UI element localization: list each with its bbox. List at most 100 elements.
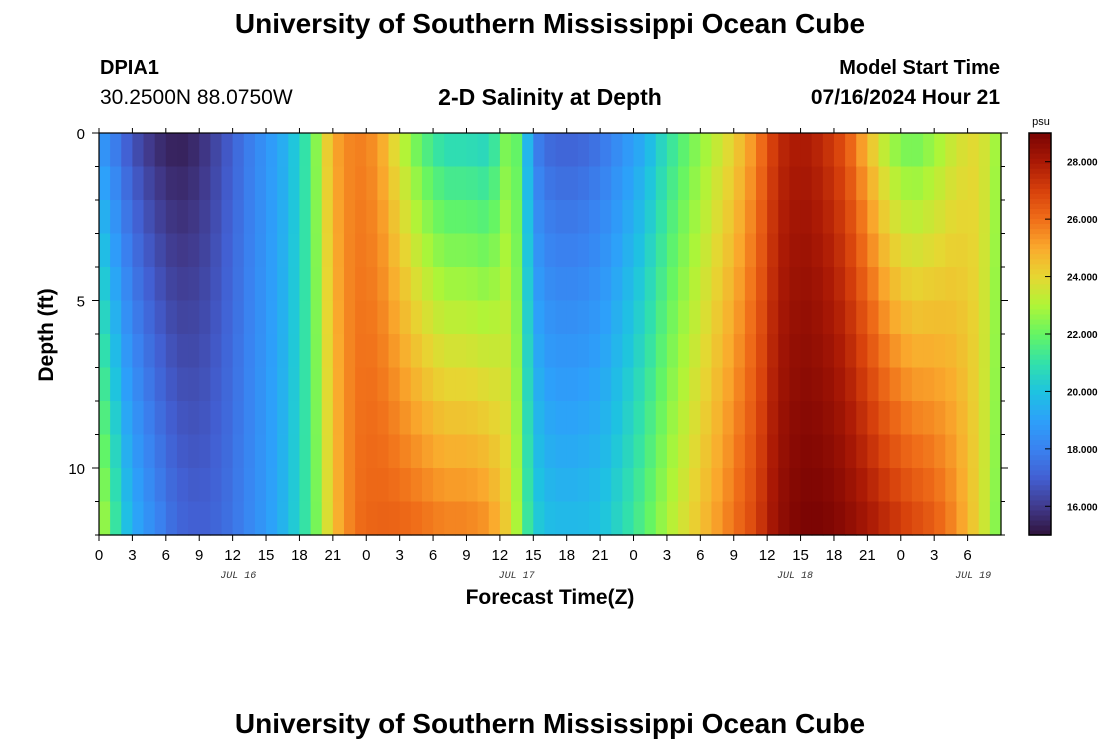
- heatmap-cell: [889, 300, 902, 335]
- heatmap-cell: [600, 200, 612, 235]
- heatmap-cell: [967, 434, 980, 469]
- heatmap-cell: [310, 334, 323, 369]
- heatmap-cell: [132, 233, 145, 268]
- heatmap-cell: [978, 434, 991, 469]
- heatmap-cell: [767, 367, 779, 402]
- heatmap-cell: [110, 166, 122, 201]
- heatmap-cell: [655, 233, 668, 268]
- heatmap-cell: [833, 468, 846, 503]
- heatmap-cell: [366, 166, 378, 201]
- heatmap-cell: [522, 434, 534, 469]
- heatmap-cell: [310, 233, 323, 268]
- heatmap-cell: [566, 367, 579, 402]
- heatmap-cell: [143, 434, 156, 469]
- heatmap-cell: [822, 267, 835, 302]
- heatmap-cell: [945, 267, 958, 302]
- heatmap-cell: [711, 300, 724, 335]
- heatmap-cell: [555, 367, 568, 402]
- heatmap-cell: [744, 367, 757, 402]
- heatmap-cell: [199, 200, 211, 235]
- heatmap-cell: [466, 468, 479, 503]
- heatmap-cell: [577, 267, 590, 302]
- heatmap-cell: [566, 200, 579, 235]
- heatmap-cell: [455, 166, 468, 201]
- x-tick-label: 12: [492, 547, 509, 564]
- colorbar-segment: [1029, 163, 1051, 169]
- heatmap-cell: [99, 133, 111, 168]
- heatmap-cell: [711, 367, 724, 402]
- heatmap-cell: [967, 468, 980, 503]
- heatmap-cell: [143, 300, 156, 335]
- heatmap-cell: [299, 468, 312, 503]
- heatmap-cell: [188, 133, 200, 168]
- heatmap-cell: [288, 367, 301, 402]
- heatmap-cell: [633, 434, 646, 469]
- heatmap-cell: [343, 501, 356, 536]
- heatmap-cell: [588, 200, 601, 235]
- colorbar-segment: [1029, 278, 1051, 285]
- heatmap-cell: [923, 300, 935, 335]
- heatmap-cell: [544, 133, 557, 168]
- colorbar-segment: [1029, 253, 1051, 260]
- heatmap-cell: [678, 166, 690, 201]
- heatmap-cell: [99, 200, 111, 235]
- heatmap-cell: [499, 401, 512, 436]
- x-tick-label: 21: [592, 547, 609, 564]
- heatmap-cell: [343, 334, 356, 369]
- heatmap-cell: [99, 468, 111, 503]
- heatmap-cell: [644, 434, 657, 469]
- heatmap-cell: [900, 267, 913, 302]
- heatmap-cell: [444, 367, 456, 402]
- heatmap-cell: [978, 401, 991, 436]
- heatmap-cell: [466, 200, 479, 235]
- heatmap-cell: [488, 133, 501, 168]
- heatmap-cell: [611, 401, 623, 436]
- heatmap-cell: [822, 166, 835, 201]
- colorbar-segment: [1029, 188, 1051, 194]
- heatmap-cell: [533, 401, 546, 436]
- heatmap-cell: [566, 401, 579, 436]
- heatmap-cell: [499, 367, 512, 402]
- heatmap-cell: [99, 267, 111, 302]
- heatmap-cell: [789, 401, 802, 436]
- heatmap-cell: [611, 434, 623, 469]
- heatmap-cell: [243, 501, 256, 536]
- x-axis-label: Forecast Time(Z): [466, 586, 635, 609]
- heatmap-cell: [199, 468, 211, 503]
- heatmap-cell: [577, 133, 590, 168]
- heatmap-cell: [956, 501, 969, 536]
- heatmap-cell: [266, 334, 278, 369]
- heatmap-cell: [355, 300, 367, 335]
- heatmap-cell: [678, 200, 690, 235]
- heatmap-cell: [366, 133, 378, 168]
- colorbar-segment: [1029, 509, 1051, 516]
- heatmap-cell: [165, 166, 178, 201]
- colorbar-segment: [1029, 499, 1051, 506]
- heatmap-cell: [967, 501, 980, 536]
- heatmap-cell: [555, 166, 568, 201]
- heatmap-cell: [800, 267, 813, 302]
- heatmap-cell: [833, 367, 846, 402]
- heatmap-cell: [132, 334, 145, 369]
- heatmap-cell: [343, 401, 356, 436]
- heatmap-cell: [923, 200, 935, 235]
- heatmap-cell: [410, 200, 423, 235]
- model-start-value: 07/16/2024 Hour 21: [810, 86, 1000, 109]
- heatmap-cell: [210, 468, 223, 503]
- heatmap-cell: [923, 434, 935, 469]
- heatmap-cell: [633, 300, 646, 335]
- heatmap-cell: [711, 501, 724, 536]
- heatmap-cell: [511, 334, 523, 369]
- heatmap-cell: [310, 434, 323, 469]
- heatmap-cell: [989, 267, 1002, 302]
- heatmap-cell: [165, 434, 178, 469]
- heatmap-cell: [666, 133, 679, 168]
- heatmap-cell: [355, 434, 367, 469]
- heatmap-cell: [900, 468, 913, 503]
- heatmap-cell: [756, 166, 768, 201]
- heatmap-cell: [911, 200, 924, 235]
- heatmap-cell: [199, 300, 211, 335]
- heatmap-cell: [544, 501, 557, 536]
- heatmap-cell: [622, 200, 635, 235]
- heatmap-cell: [165, 200, 178, 235]
